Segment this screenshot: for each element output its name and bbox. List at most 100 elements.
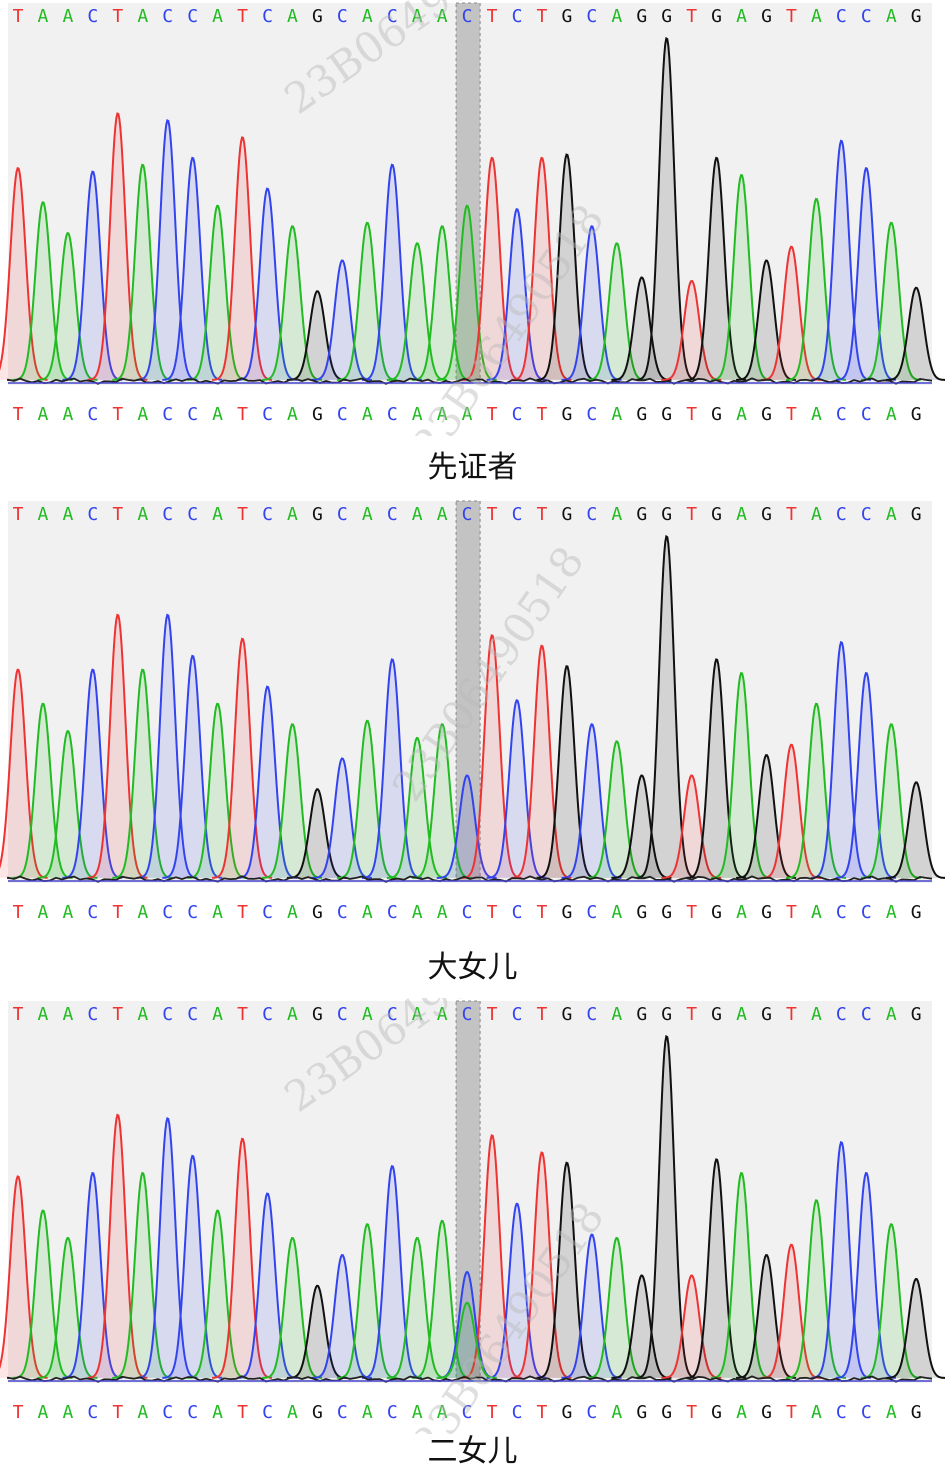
bottom-sequence-base: C bbox=[387, 404, 398, 425]
bottom-sequence-base: G bbox=[661, 1402, 672, 1423]
peak-fill-A bbox=[711, 175, 772, 380]
bottom-sequence-base: G bbox=[661, 902, 672, 923]
bottom-sequence-base: A bbox=[736, 902, 747, 923]
top-sequence-base: C bbox=[512, 1004, 523, 1025]
bottom-sequence-base: C bbox=[512, 902, 523, 923]
bottom-sequence-base: T bbox=[537, 1402, 548, 1423]
peak-G bbox=[636, 36, 697, 381]
top-sequence-base: C bbox=[337, 6, 348, 27]
peak-fill-G bbox=[536, 154, 597, 380]
bottom-sequence-base: C bbox=[462, 1402, 473, 1423]
top-sequence-base: C bbox=[162, 504, 173, 525]
bottom-sequence-base: C bbox=[162, 902, 173, 923]
bottom-sequence-base: C bbox=[337, 1402, 348, 1423]
peak-fill-T bbox=[511, 645, 572, 878]
peak-C bbox=[62, 170, 123, 381]
peak-A bbox=[860, 723, 921, 879]
bottom-sequence-base: T bbox=[686, 1402, 697, 1423]
top-sequence-base: T bbox=[537, 504, 548, 525]
peak-A bbox=[860, 1223, 921, 1379]
peak-A bbox=[586, 1236, 647, 1379]
top-sequence-base: A bbox=[811, 504, 822, 525]
peak-fill-A bbox=[37, 1238, 98, 1378]
top-sequence-base: A bbox=[38, 6, 49, 27]
bottom-sequence-base: T bbox=[786, 902, 797, 923]
bottom-sequence-base: G bbox=[312, 1402, 323, 1423]
top-sequence-base: T bbox=[13, 6, 24, 27]
peak-fill-C bbox=[137, 615, 198, 878]
peak-fill-C bbox=[361, 1166, 422, 1378]
top-sequence-base: G bbox=[911, 1004, 922, 1025]
top-sequence-base: T bbox=[112, 1004, 123, 1025]
peak-C bbox=[811, 1140, 872, 1379]
top-sequence-base: C bbox=[387, 1004, 398, 1025]
top-sequence-base: T bbox=[786, 504, 797, 525]
peak-C bbox=[835, 671, 896, 879]
bottom-sequence-base: A bbox=[736, 1402, 747, 1423]
peak-A bbox=[386, 736, 447, 879]
peak-fill-C bbox=[62, 1173, 123, 1378]
peak-fill-C bbox=[486, 1203, 547, 1378]
bottom-sequence-base: C bbox=[87, 902, 98, 923]
top-sequence-base: G bbox=[561, 504, 572, 525]
peak-fill-C bbox=[137, 1118, 198, 1378]
variant-highlight-column bbox=[455, 2, 481, 384]
top-sequence-base: A bbox=[362, 1004, 373, 1025]
top-sequence-base: T bbox=[487, 504, 498, 525]
bottom-sequence-base: T bbox=[13, 902, 24, 923]
top-sequence-base: A bbox=[212, 1004, 223, 1025]
peak-fill-C bbox=[361, 659, 422, 878]
bottom-sequence-base: A bbox=[287, 404, 298, 425]
peak-G bbox=[736, 259, 797, 381]
top-sequence-base: A bbox=[212, 504, 223, 525]
peak-A bbox=[711, 671, 772, 879]
top-sequence-base: A bbox=[287, 504, 298, 525]
peak-G bbox=[686, 1158, 747, 1379]
bottom-sequence-base: T bbox=[487, 1402, 498, 1423]
peak-fill-A bbox=[336, 720, 397, 878]
peak-fill-C bbox=[561, 1234, 622, 1378]
peak-T bbox=[661, 1274, 722, 1379]
bottom-sequence-base: A bbox=[811, 1402, 822, 1423]
peak-fill-T bbox=[87, 615, 148, 878]
peak-traces bbox=[0, 36, 945, 381]
top-sequence-base: C bbox=[87, 6, 98, 27]
peak-fill-A bbox=[37, 233, 98, 380]
bottom-sequence-base: A bbox=[137, 404, 148, 425]
top-sequence-base: C bbox=[836, 1004, 847, 1025]
peak-fill-A bbox=[12, 703, 73, 878]
top-sequence-base: T bbox=[537, 6, 548, 27]
peak-A bbox=[12, 201, 73, 381]
bottom-sequence-base: A bbox=[287, 1402, 298, 1423]
bottom-sequence-base: C bbox=[262, 404, 273, 425]
peak-T bbox=[87, 112, 148, 381]
bottom-sequence-base: C bbox=[836, 404, 847, 425]
bottom-sequence-base: A bbox=[412, 1402, 423, 1423]
bottom-sequence-base: A bbox=[611, 1402, 622, 1423]
top-sequence-base: C bbox=[512, 504, 523, 525]
peak-fill-C bbox=[561, 226, 622, 380]
peak-fill-T bbox=[661, 281, 722, 380]
peak-T bbox=[760, 743, 821, 879]
peak-T bbox=[212, 637, 273, 879]
bottom-sequence-base: G bbox=[911, 902, 922, 923]
peak-C bbox=[361, 163, 422, 381]
peak-fill-A bbox=[262, 226, 323, 380]
peak-traces bbox=[0, 534, 945, 879]
bottom-sequence-base: C bbox=[586, 404, 597, 425]
top-sequence-base: C bbox=[462, 504, 473, 525]
peak-T bbox=[0, 167, 48, 381]
bottom-sequence-base: A bbox=[212, 1402, 223, 1423]
top-sequence-base: C bbox=[337, 504, 348, 525]
top-sequence-base: C bbox=[162, 6, 173, 27]
peak-fill-A bbox=[786, 703, 846, 878]
peak-G bbox=[686, 658, 747, 879]
peak-fill-A bbox=[411, 1220, 472, 1378]
peak-fill-T bbox=[461, 1135, 522, 1378]
peak-G bbox=[286, 1284, 348, 1379]
peak-G bbox=[636, 534, 697, 879]
peak-C bbox=[137, 1116, 198, 1379]
top-sequence-base: T bbox=[786, 1004, 797, 1025]
bottom-sequence-base: T bbox=[237, 1402, 248, 1423]
peak-G bbox=[536, 1161, 597, 1379]
